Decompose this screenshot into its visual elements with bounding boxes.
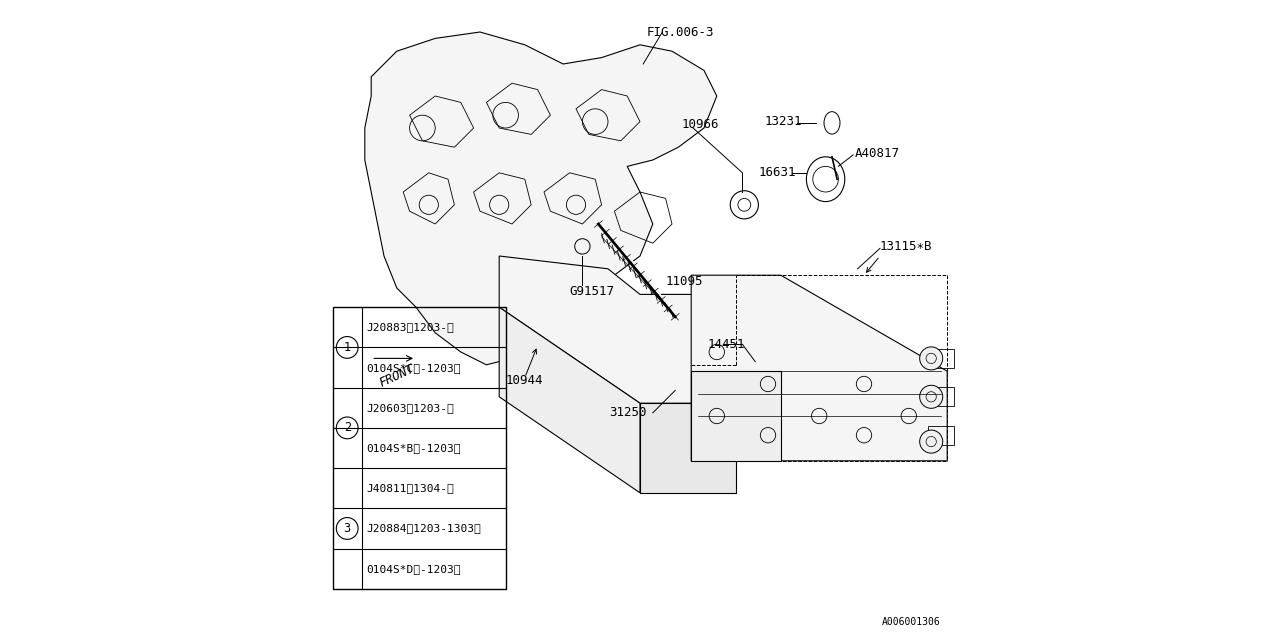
Polygon shape: [691, 371, 781, 461]
Text: 11095: 11095: [666, 275, 703, 288]
Text: J40811　1304-）: J40811 1304-）: [367, 483, 454, 493]
Text: G91517: G91517: [570, 285, 614, 298]
Text: J20603　1203-）: J20603 1203-）: [367, 403, 454, 413]
Bar: [928, 426, 954, 445]
Polygon shape: [640, 403, 736, 493]
Text: 2: 2: [343, 421, 351, 435]
Circle shape: [919, 430, 942, 453]
Text: FIG.006-3: FIG.006-3: [646, 26, 714, 38]
Polygon shape: [691, 275, 947, 461]
Text: 10944: 10944: [506, 374, 543, 387]
Text: 10966: 10966: [681, 118, 719, 131]
Text: 0104S*C（-1203）: 0104S*C（-1203）: [367, 362, 461, 372]
Text: J20883　1203-）: J20883 1203-）: [367, 323, 454, 332]
Text: 13231: 13231: [765, 115, 803, 128]
Text: 1: 1: [343, 341, 351, 354]
Circle shape: [919, 385, 942, 408]
Circle shape: [919, 347, 942, 370]
Text: 14451: 14451: [708, 338, 745, 351]
Polygon shape: [499, 256, 736, 403]
Text: 16631: 16631: [759, 166, 796, 179]
Text: FRONT: FRONT: [378, 362, 417, 389]
Polygon shape: [499, 307, 640, 493]
Text: 3: 3: [343, 522, 351, 535]
Polygon shape: [365, 32, 717, 365]
Bar: [928, 349, 954, 368]
Text: 31250: 31250: [609, 406, 646, 419]
Bar: [928, 387, 954, 406]
Text: A006001306: A006001306: [882, 617, 941, 627]
Bar: [333, 307, 506, 589]
Text: 0104S*D（-1203）: 0104S*D（-1203）: [367, 564, 461, 573]
Text: 0104S*B（-1203）: 0104S*B（-1203）: [367, 443, 461, 453]
Text: 13115∗B: 13115∗B: [881, 240, 933, 253]
Text: J20884　1203-1303）: J20884 1203-1303）: [367, 524, 481, 534]
Text: A40817: A40817: [855, 147, 900, 160]
